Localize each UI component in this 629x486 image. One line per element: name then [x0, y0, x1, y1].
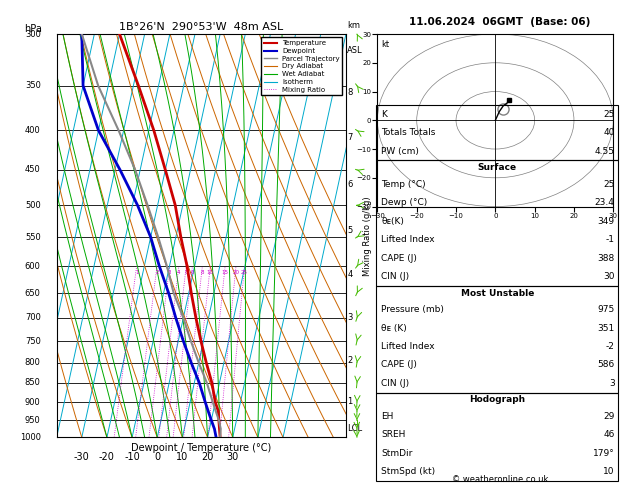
Text: 975: 975	[598, 305, 615, 314]
Text: kt: kt	[381, 40, 389, 49]
Text: 8: 8	[201, 270, 204, 275]
Text: θᴇ (K): θᴇ (K)	[381, 324, 407, 332]
Text: Lifted Index: Lifted Index	[381, 342, 435, 351]
Text: Surface: Surface	[477, 163, 517, 172]
Text: θᴇ(K): θᴇ(K)	[381, 217, 404, 226]
Text: 15: 15	[221, 270, 228, 275]
Text: 800: 800	[25, 358, 41, 367]
Text: 900: 900	[25, 398, 41, 407]
Text: 30: 30	[226, 451, 239, 462]
Text: 350: 350	[25, 81, 41, 90]
Text: 586: 586	[598, 361, 615, 369]
Text: 2: 2	[155, 270, 159, 275]
Text: 10: 10	[176, 451, 189, 462]
Text: 349: 349	[598, 217, 615, 226]
Text: 3: 3	[609, 379, 615, 388]
Text: 4.55: 4.55	[594, 147, 615, 156]
Text: PW (cm): PW (cm)	[381, 147, 419, 156]
Text: 25: 25	[603, 180, 615, 189]
Title: 1B°26'N  290°53'W  48m ASL: 1B°26'N 290°53'W 48m ASL	[119, 22, 284, 32]
Text: Dewp (°C): Dewp (°C)	[381, 198, 428, 207]
Text: © weatheronline.co.uk: © weatheronline.co.uk	[452, 474, 548, 484]
Text: LCL: LCL	[347, 424, 362, 434]
Text: Lifted Index: Lifted Index	[381, 235, 435, 244]
Text: EH: EH	[381, 412, 394, 421]
Text: Most Unstable: Most Unstable	[460, 289, 534, 297]
Text: 5: 5	[184, 270, 188, 275]
Text: 10: 10	[603, 468, 615, 476]
Text: 23.4: 23.4	[594, 198, 615, 207]
Text: CIN (J): CIN (J)	[381, 379, 409, 388]
Text: 6: 6	[347, 180, 353, 189]
Text: -1: -1	[606, 235, 615, 244]
Text: 6: 6	[191, 270, 194, 275]
Text: 10: 10	[207, 270, 214, 275]
Text: CIN (J): CIN (J)	[381, 272, 409, 281]
Text: 351: 351	[598, 324, 615, 332]
Text: 1: 1	[135, 270, 138, 275]
Text: StmSpd (kt): StmSpd (kt)	[381, 468, 435, 476]
Text: 25: 25	[603, 110, 615, 119]
Text: CAPE (J): CAPE (J)	[381, 254, 417, 262]
Text: StmDir: StmDir	[381, 449, 413, 458]
Text: Totals Totals: Totals Totals	[381, 128, 435, 137]
Text: hPa: hPa	[25, 24, 42, 34]
Text: 4: 4	[177, 270, 181, 275]
Text: Mixing Ratio (g/kg): Mixing Ratio (g/kg)	[364, 196, 372, 276]
Text: 450: 450	[25, 165, 41, 174]
Text: 46: 46	[603, 431, 615, 439]
Text: -2: -2	[606, 342, 615, 351]
Text: 750: 750	[25, 336, 41, 346]
Text: 1: 1	[347, 397, 353, 406]
Text: 650: 650	[25, 289, 41, 297]
Text: 0: 0	[154, 451, 160, 462]
Text: 550: 550	[25, 233, 41, 242]
Text: 950: 950	[25, 416, 41, 425]
Text: 11.06.2024  06GMT  (Base: 06): 11.06.2024 06GMT (Base: 06)	[409, 17, 591, 27]
Text: -30: -30	[74, 451, 90, 462]
Text: 5: 5	[347, 226, 353, 235]
Text: 400: 400	[25, 126, 41, 135]
Text: -10: -10	[124, 451, 140, 462]
X-axis label: Dewpoint / Temperature (°C): Dewpoint / Temperature (°C)	[131, 443, 271, 453]
Text: 1000: 1000	[19, 433, 41, 442]
Text: 700: 700	[25, 313, 41, 322]
Text: 7: 7	[347, 133, 353, 141]
Text: Temp (°C): Temp (°C)	[381, 180, 426, 189]
Text: 25: 25	[241, 270, 248, 275]
Text: 29: 29	[603, 412, 615, 421]
Text: 40: 40	[603, 128, 615, 137]
Text: 179°: 179°	[593, 449, 615, 458]
Text: SREH: SREH	[381, 431, 406, 439]
Text: Pressure (mb): Pressure (mb)	[381, 305, 444, 314]
Text: 850: 850	[25, 379, 41, 387]
Text: 388: 388	[598, 254, 615, 262]
Text: 3: 3	[347, 313, 353, 322]
Text: km: km	[347, 21, 360, 30]
Text: 4: 4	[347, 270, 353, 279]
Text: Hodograph: Hodograph	[469, 396, 525, 404]
Text: 3: 3	[168, 270, 171, 275]
Text: ASL: ASL	[347, 46, 363, 55]
Legend: Temperature, Dewpoint, Parcel Trajectory, Dry Adiabat, Wet Adiabat, Isotherm, Mi: Temperature, Dewpoint, Parcel Trajectory…	[261, 37, 342, 95]
Text: CAPE (J): CAPE (J)	[381, 361, 417, 369]
Text: 8: 8	[347, 88, 353, 97]
Text: 30: 30	[603, 272, 615, 281]
Text: K: K	[381, 110, 387, 119]
Text: 20: 20	[233, 270, 240, 275]
Text: 500: 500	[25, 201, 41, 209]
Text: 20: 20	[201, 451, 214, 462]
Text: 300: 300	[25, 30, 41, 38]
Text: 600: 600	[25, 262, 41, 271]
Text: 2: 2	[347, 356, 353, 365]
Text: -20: -20	[99, 451, 115, 462]
